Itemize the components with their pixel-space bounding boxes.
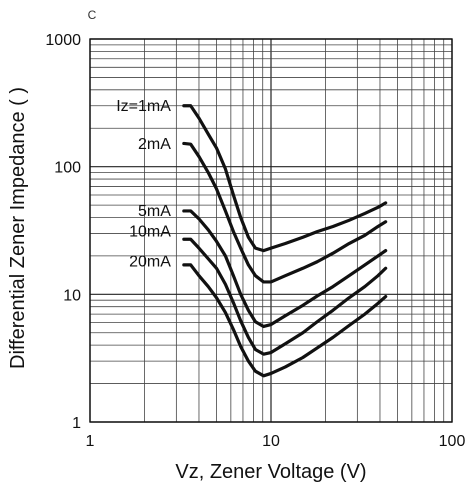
series-line-1 (182, 141, 388, 284)
series-label-3: 10mA (129, 224, 171, 241)
x-tick-label: 100 (439, 433, 465, 450)
x-tick-label: 10 (262, 433, 280, 450)
series-layer (182, 104, 388, 378)
chart-top-mark: C (88, 8, 97, 22)
grid-layer (89, 38, 453, 423)
series-line-0 (182, 104, 388, 253)
plot-frame (89, 38, 453, 423)
y-axis-title: Differential Zener Impedance ( ) (7, 87, 29, 369)
y-tick-label: 1 (72, 415, 81, 432)
series-label-1: 2mA (138, 136, 171, 153)
label-layer: Iz=1mA 2mA 5mA 10mA 20mA (116, 98, 171, 271)
series-line-4 (182, 263, 388, 378)
tick-layer: 1 10 100 1 10 100 1000 (45, 32, 465, 450)
series-line-2 (182, 209, 388, 329)
series-label-0: Iz=1mA (116, 98, 171, 115)
x-tick-label: 1 (86, 433, 95, 450)
series-line-3 (182, 237, 388, 356)
series-label-4: 20mA (129, 254, 171, 271)
y-tick-label: 100 (54, 160, 81, 177)
x-axis-title: Vz, Zener Voltage (V) (175, 461, 366, 483)
y-tick-label: 1000 (45, 32, 81, 49)
y-tick-label: 10 (63, 287, 81, 304)
series-label-2: 5mA (138, 203, 171, 220)
